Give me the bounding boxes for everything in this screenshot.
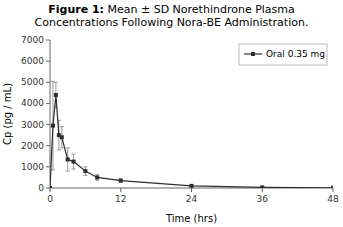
error-bar-cap (51, 81, 55, 82)
y-tick (46, 124, 50, 125)
marker (50, 186, 52, 188)
title-bold: Figure 1: (48, 3, 104, 16)
marker (331, 186, 333, 188)
error-bar-cap (72, 154, 76, 155)
series-line (50, 95, 333, 188)
marker (51, 124, 55, 128)
error-bar-cap (51, 170, 55, 171)
error-bar-cap (60, 147, 64, 148)
marker (66, 157, 70, 161)
y-tick (46, 61, 50, 62)
x-axis-label: Time (hrs) (165, 213, 217, 224)
x-tick (50, 188, 51, 192)
legend-label: Oral 0.35 mg (266, 49, 325, 59)
error-bar-cap (95, 174, 99, 175)
y-tick (46, 40, 50, 41)
marker (60, 135, 64, 139)
marker (54, 93, 58, 97)
x-tick-label: 24 (186, 194, 198, 204)
y-tick-label: 1000 (21, 162, 44, 172)
error-bar-cap (72, 168, 76, 169)
x-tick-label: 36 (257, 194, 269, 204)
x-tick (262, 188, 263, 192)
error-bar (72, 154, 76, 169)
y-tick (46, 82, 50, 83)
x-tick-label: 48 (327, 194, 339, 204)
error-bar-cap (83, 166, 87, 167)
y-tick (46, 145, 50, 146)
marker (119, 179, 123, 183)
y-tick-label: 6000 (21, 56, 44, 66)
legend-marker (251, 52, 255, 56)
legend: Oral 0.35 mg (239, 44, 327, 65)
y-tick (46, 166, 50, 167)
x-tick (333, 188, 334, 192)
error-bar-cap (66, 171, 70, 172)
error-bar (57, 120, 61, 150)
y-tick (46, 188, 50, 189)
error-bar (95, 175, 99, 180)
x-tick-label: 0 (47, 194, 53, 204)
y-tick (46, 103, 50, 104)
chart-svg: Figure 1: Mean ± SD Norethindrone Plasma… (0, 0, 343, 227)
error-bar-cap (54, 82, 58, 83)
x-tick-label: 12 (115, 194, 126, 204)
marker (83, 169, 87, 173)
y-tick-label: 2000 (21, 141, 44, 151)
error-bar (83, 167, 87, 175)
chart-container: Figure 1: Mean ± SD Norethindrone Plasma… (0, 0, 343, 227)
title-line: Mean ± SD Norethindrone Plasma (104, 3, 295, 16)
error-bar-cap (83, 175, 87, 176)
error-bar-cap (95, 180, 99, 181)
error-bar-cap (57, 149, 61, 150)
x-tick (191, 188, 192, 192)
y-axis-line (50, 40, 51, 188)
marker (72, 160, 76, 164)
y-tick-label: 3000 (21, 120, 44, 130)
title-line: Concentrations Following Nora-BE Adminis… (35, 16, 309, 29)
marker (190, 184, 194, 188)
marker (95, 175, 99, 179)
y-tick-label: 0 (38, 183, 44, 193)
marker (260, 185, 264, 188)
legend-box (239, 44, 327, 65)
error-bar (66, 148, 70, 171)
plot-area (50, 81, 333, 188)
title: Figure 1: Mean ± SD Norethindrone Plasma… (35, 3, 309, 29)
series (50, 81, 333, 188)
axes: 0 12 24 36 48 0 1000 2000 3000 4000 5000 6000 7000 (21, 35, 339, 204)
x-tick (120, 188, 121, 192)
error-bar-cap (66, 147, 70, 148)
y-tick-label: 4000 (21, 98, 44, 108)
y-tick-label: 7000 (21, 35, 44, 45)
error-bar (119, 179, 123, 182)
error-bar-cap (60, 126, 64, 127)
y-tick-label: 5000 (21, 77, 44, 87)
y-axis-label: Cp (pg / mL) (2, 83, 13, 145)
